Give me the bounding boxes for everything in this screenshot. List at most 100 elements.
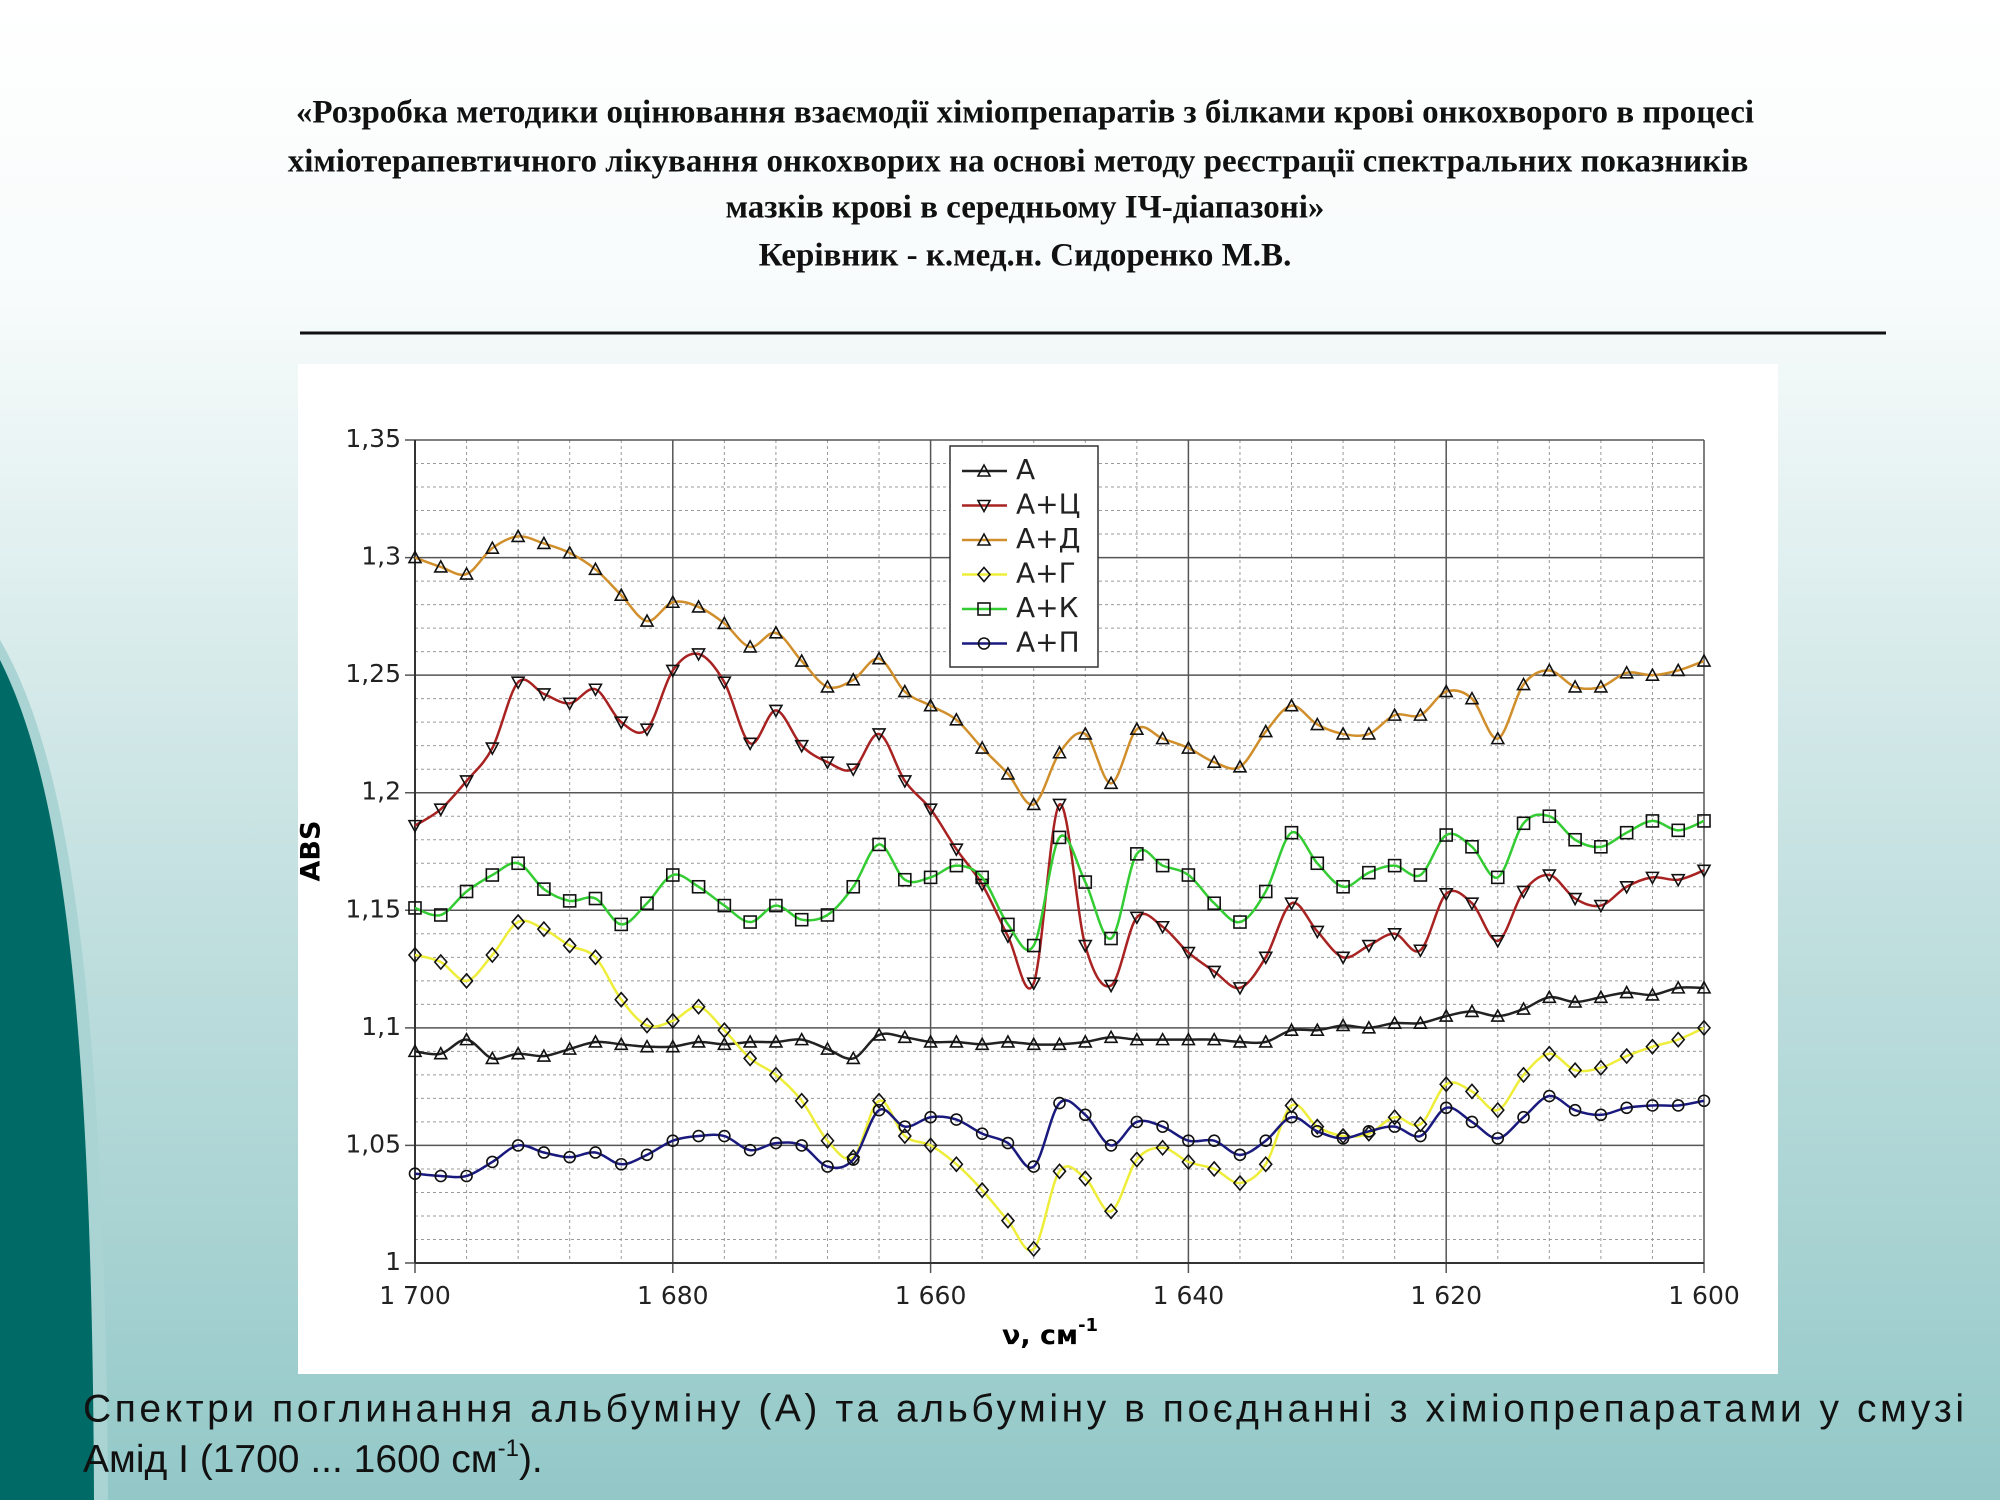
marker bbox=[769, 898, 783, 913]
marker bbox=[1438, 1008, 1454, 1022]
marker bbox=[433, 908, 448, 922]
marker bbox=[562, 1041, 578, 1055]
marker bbox=[1619, 1047, 1634, 1065]
marker bbox=[1568, 1061, 1583, 1079]
marker bbox=[433, 803, 449, 817]
marker bbox=[1593, 989, 1609, 1004]
x-tick-label: 1 640 bbox=[1153, 1281, 1225, 1310]
marker bbox=[1130, 1115, 1144, 1129]
marker bbox=[691, 998, 706, 1015]
marker bbox=[1465, 839, 1479, 854]
marker bbox=[1181, 946, 1196, 961]
marker bbox=[613, 587, 629, 601]
legend-label: А bbox=[1016, 453, 1035, 486]
marker bbox=[1670, 873, 1686, 888]
marker bbox=[1516, 1001, 1531, 1015]
x-tick-label: 1 700 bbox=[379, 1281, 451, 1310]
marker bbox=[743, 1143, 757, 1157]
marker bbox=[1207, 896, 1221, 911]
marker bbox=[1052, 1036, 1067, 1051]
marker bbox=[795, 1139, 809, 1152]
marker bbox=[691, 648, 706, 662]
marker bbox=[742, 737, 758, 752]
marker bbox=[1258, 1034, 1274, 1048]
marker bbox=[1104, 931, 1118, 946]
series-line bbox=[414, 813, 1705, 952]
marker bbox=[975, 1181, 990, 1199]
marker bbox=[484, 742, 500, 756]
marker bbox=[1233, 1148, 1247, 1162]
marker bbox=[1517, 1110, 1530, 1124]
marker bbox=[1516, 1066, 1531, 1084]
marker bbox=[898, 872, 912, 887]
chart: 1 1,05 1,1 1,15 1,2 1,25 1,3 1,35 1 700 1 680 1 66… bbox=[296, 424, 1740, 1351]
marker bbox=[1310, 856, 1325, 871]
caption-text: ). bbox=[519, 1438, 543, 1481]
y-tick-label: 1 bbox=[385, 1247, 401, 1276]
marker bbox=[1645, 1038, 1660, 1055]
marker bbox=[484, 1050, 500, 1065]
marker bbox=[923, 698, 938, 712]
marker bbox=[717, 1021, 732, 1039]
marker bbox=[1181, 868, 1196, 882]
marker bbox=[486, 1155, 499, 1169]
marker bbox=[1567, 892, 1583, 907]
marker bbox=[1130, 847, 1144, 861]
marker bbox=[1155, 1031, 1170, 1046]
marker bbox=[1052, 798, 1067, 813]
marker bbox=[1670, 980, 1686, 994]
marker bbox=[1619, 880, 1635, 895]
marker bbox=[1026, 1036, 1042, 1051]
marker bbox=[1078, 1108, 1092, 1122]
marker bbox=[768, 704, 784, 719]
marker bbox=[768, 1066, 783, 1084]
marker bbox=[1542, 1045, 1557, 1062]
marker bbox=[794, 653, 810, 667]
marker bbox=[794, 912, 809, 927]
marker bbox=[1387, 927, 1402, 942]
header-line: хіміотерапевтичного лікування онкохворих… bbox=[288, 144, 1749, 180]
marker bbox=[1671, 1031, 1686, 1048]
marker bbox=[691, 1034, 706, 1048]
marker bbox=[1361, 939, 1377, 954]
marker bbox=[1103, 979, 1119, 994]
marker bbox=[1645, 871, 1660, 886]
legend-label: А+К bbox=[1016, 591, 1079, 624]
marker bbox=[640, 896, 654, 911]
marker bbox=[897, 775, 913, 789]
marker bbox=[511, 856, 525, 871]
marker bbox=[1259, 1134, 1273, 1148]
series-line bbox=[414, 919, 1705, 1252]
marker bbox=[1129, 1151, 1144, 1168]
marker bbox=[949, 1034, 964, 1048]
marker bbox=[1181, 740, 1196, 754]
marker bbox=[1619, 665, 1635, 679]
marker bbox=[1671, 823, 1686, 838]
marker bbox=[1697, 1094, 1711, 1108]
y-tick-label: 1,15 bbox=[345, 894, 401, 923]
marker bbox=[666, 1134, 680, 1148]
marker bbox=[1258, 723, 1274, 738]
y-tick-label: 1,35 bbox=[345, 424, 401, 453]
marker bbox=[949, 858, 964, 873]
header-line: «Розробка методики оцінювання взаємодії … bbox=[296, 95, 1754, 131]
marker bbox=[563, 1150, 576, 1164]
marker bbox=[976, 566, 992, 583]
marker bbox=[639, 723, 655, 737]
marker bbox=[1104, 1203, 1119, 1220]
marker bbox=[1516, 676, 1531, 691]
marker bbox=[1490, 870, 1505, 885]
marker bbox=[897, 1127, 912, 1145]
marker bbox=[1206, 965, 1222, 980]
marker bbox=[1490, 1101, 1505, 1119]
marker bbox=[1335, 1017, 1351, 1032]
marker bbox=[1284, 698, 1299, 712]
marker bbox=[484, 540, 500, 554]
marker bbox=[821, 1160, 834, 1173]
marker bbox=[1696, 980, 1712, 994]
marker bbox=[1568, 832, 1582, 847]
marker bbox=[949, 1156, 964, 1173]
marker bbox=[975, 870, 989, 885]
marker bbox=[923, 1137, 938, 1154]
marker bbox=[1671, 1099, 1685, 1112]
